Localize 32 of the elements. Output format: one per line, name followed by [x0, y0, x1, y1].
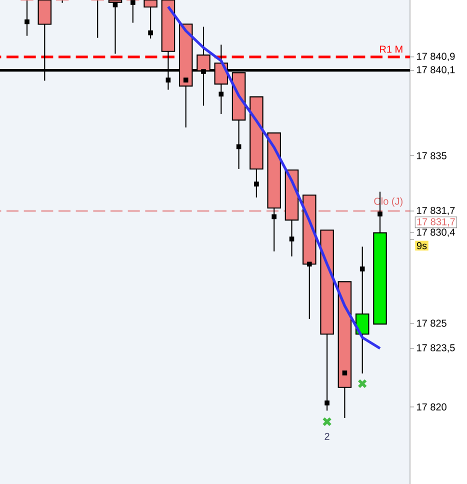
point [324, 400, 330, 406]
y-tick-label: 17 835 [417, 152, 446, 160]
ref-line-label: R1 M [380, 46, 402, 53]
point [322, 416, 332, 426]
point [342, 370, 348, 376]
point [183, 78, 188, 82]
point [166, 78, 171, 82]
point [378, 212, 382, 216]
y-tick-label: 17 823,5 [417, 344, 455, 352]
point [360, 266, 365, 272]
point [130, 0, 136, 5]
y-tick-label: 17 831,7 [417, 206, 455, 216]
y-tick-label: 17 820 [417, 403, 446, 411]
point [218, 92, 224, 97]
point [201, 69, 206, 74]
point [148, 30, 153, 36]
y-tick-label: 17 825 [417, 320, 446, 327]
text: 9s [416, 242, 427, 250]
point [272, 214, 277, 220]
point [289, 236, 294, 242]
y-tick-label: 17 840,1 [417, 66, 455, 74]
point [358, 378, 368, 388]
y-tick-label: 17 840,9 [417, 52, 455, 62]
point [112, 2, 118, 8]
candlestick [144, 0, 158, 40]
annotation: 2 [324, 432, 330, 440]
candlestick [108, 0, 122, 54]
point [307, 262, 312, 266]
y-tick-label: 17 830,4 [417, 228, 455, 237]
point [24, 19, 30, 24]
point [236, 144, 242, 150]
point [254, 182, 259, 186]
